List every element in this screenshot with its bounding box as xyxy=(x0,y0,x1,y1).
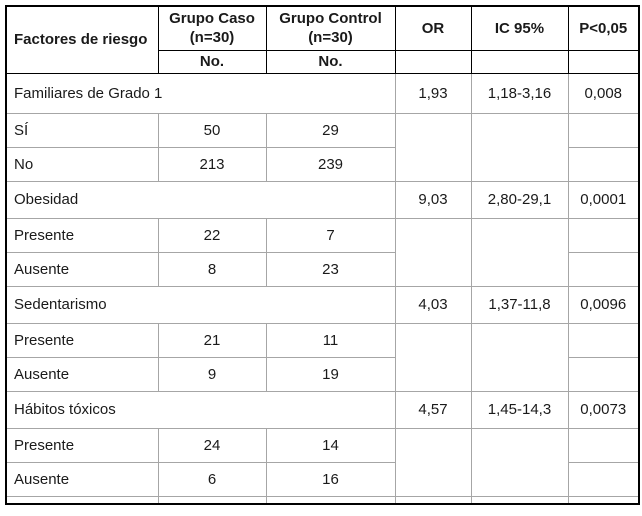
risk-factors-table: Factores de riesgo Grupo Caso (n=30) Gru… xyxy=(5,5,640,505)
factor-name: Hábitos tóxicos xyxy=(5,390,396,429)
ic-value: 2,80-29,1 xyxy=(470,180,569,219)
header-grupo-caso: Grupo Caso (n=30) xyxy=(157,5,267,51)
level-label: Presente xyxy=(5,217,159,253)
ic-empty-cell xyxy=(470,217,569,287)
factor-name: Sedentarismo xyxy=(5,285,396,324)
ic-value: 1,37-11,8 xyxy=(470,285,569,324)
level-row: Ausente 9 19 xyxy=(5,356,640,392)
or-value: 1,93 xyxy=(394,72,472,114)
factor-name: Obesidad xyxy=(5,180,396,219)
empty-cell xyxy=(265,495,396,505)
control-count: 239 xyxy=(265,146,396,182)
header-row-2: No. No. xyxy=(6,49,640,74)
p-value: 0,008 xyxy=(567,72,640,114)
header-grupo-control-line2: (n=30) xyxy=(308,29,353,47)
level-row: Presente 22 7 xyxy=(5,217,640,287)
ic-empty-cell xyxy=(470,322,569,392)
header-ic-empty-cell xyxy=(470,49,569,74)
header-or-empty-cell xyxy=(394,49,472,74)
ic-empty-cell xyxy=(470,112,569,182)
p-value: 0,0073 xyxy=(567,390,640,429)
or-empty-cell xyxy=(394,322,472,392)
p-empty-cell xyxy=(567,461,640,497)
header-factores: Factores de riesgo xyxy=(5,5,159,74)
p-empty-cell xyxy=(567,322,640,358)
header-caso-no: No. xyxy=(157,49,267,74)
or-value: 9,03 xyxy=(394,180,472,219)
header-grupo-control-line1: Grupo Control xyxy=(279,10,382,28)
control-count: 11 xyxy=(265,322,396,358)
level-label: Ausente xyxy=(5,356,159,392)
header-or: OR xyxy=(394,5,472,51)
header-p-empty-cell xyxy=(567,49,640,74)
or-empty-cell xyxy=(394,427,472,497)
factor-row: Hábitos tóxicos 4,57 1,45-14,3 0,0073 xyxy=(5,390,640,429)
control-count: 29 xyxy=(265,112,396,148)
level-row: SÍ 50 29 xyxy=(5,112,640,182)
level-label: Presente xyxy=(5,322,159,358)
factor-row: Familiares de Grado 1 1,93 1,18-3,16 0,0… xyxy=(5,72,640,114)
header-grupo-caso-line1: Grupo Caso xyxy=(169,10,255,28)
control-count: 19 xyxy=(265,356,396,392)
control-count: 7 xyxy=(265,217,396,253)
or-value: 4,57 xyxy=(394,390,472,429)
control-count: 16 xyxy=(265,461,396,497)
empty-cell xyxy=(5,495,159,505)
factor-row: Sedentarismo 4,03 1,37-11,8 0,0096 xyxy=(5,285,640,324)
caso-count: 8 xyxy=(157,251,267,287)
level-row: Ausente 6 16 xyxy=(5,461,640,497)
trailing-empty-row xyxy=(5,495,640,505)
p-empty-cell xyxy=(567,251,640,287)
control-count: 14 xyxy=(265,427,396,463)
p-empty-cell xyxy=(567,112,640,148)
ic-value: 1,45-14,3 xyxy=(470,390,569,429)
caso-count: 213 xyxy=(157,146,267,182)
level-label: No xyxy=(5,146,159,182)
header-grupo-control: Grupo Control (n=30) xyxy=(265,5,396,51)
p-value: 0,0096 xyxy=(567,285,640,324)
header-control-no: No. xyxy=(265,49,396,74)
level-row: Presente 24 14 xyxy=(5,427,640,497)
p-empty-cell xyxy=(567,356,640,392)
p-value: 0,0001 xyxy=(567,180,640,219)
or-value: 4,03 xyxy=(394,285,472,324)
p-empty-cell xyxy=(567,217,640,253)
caso-count: 24 xyxy=(157,427,267,463)
header-row-1: Factores de riesgo Grupo Caso (n=30) Gru… xyxy=(5,5,640,74)
level-label: Ausente xyxy=(5,251,159,287)
empty-cell xyxy=(567,495,640,505)
level-label: SÍ xyxy=(5,112,159,148)
p-empty-cell xyxy=(567,146,640,182)
factor-name: Familiares de Grado 1 xyxy=(5,72,396,114)
factor-row: Obesidad 9,03 2,80-29,1 0,0001 xyxy=(5,180,640,219)
header-p: P<0,05 xyxy=(567,5,640,51)
ic-empty-cell xyxy=(470,427,569,497)
empty-cell xyxy=(157,495,267,505)
empty-cell xyxy=(470,495,569,505)
p-empty-cell xyxy=(567,427,640,463)
caso-count: 9 xyxy=(157,356,267,392)
caso-count: 21 xyxy=(157,322,267,358)
level-row: Ausente 8 23 xyxy=(5,251,640,287)
or-empty-cell xyxy=(394,217,472,287)
empty-cell xyxy=(394,495,472,505)
caso-count: 6 xyxy=(157,461,267,497)
ic-value: 1,18-3,16 xyxy=(470,72,569,114)
header-grupo-caso-line2: (n=30) xyxy=(189,29,235,47)
level-label: Presente xyxy=(5,427,159,463)
caso-count: 50 xyxy=(157,112,267,148)
level-label: Ausente xyxy=(5,461,159,497)
caso-count: 22 xyxy=(157,217,267,253)
control-count: 23 xyxy=(265,251,396,287)
header-ic95: IC 95% xyxy=(470,5,569,51)
level-row: Presente 21 11 xyxy=(5,322,640,392)
or-empty-cell xyxy=(394,112,472,182)
